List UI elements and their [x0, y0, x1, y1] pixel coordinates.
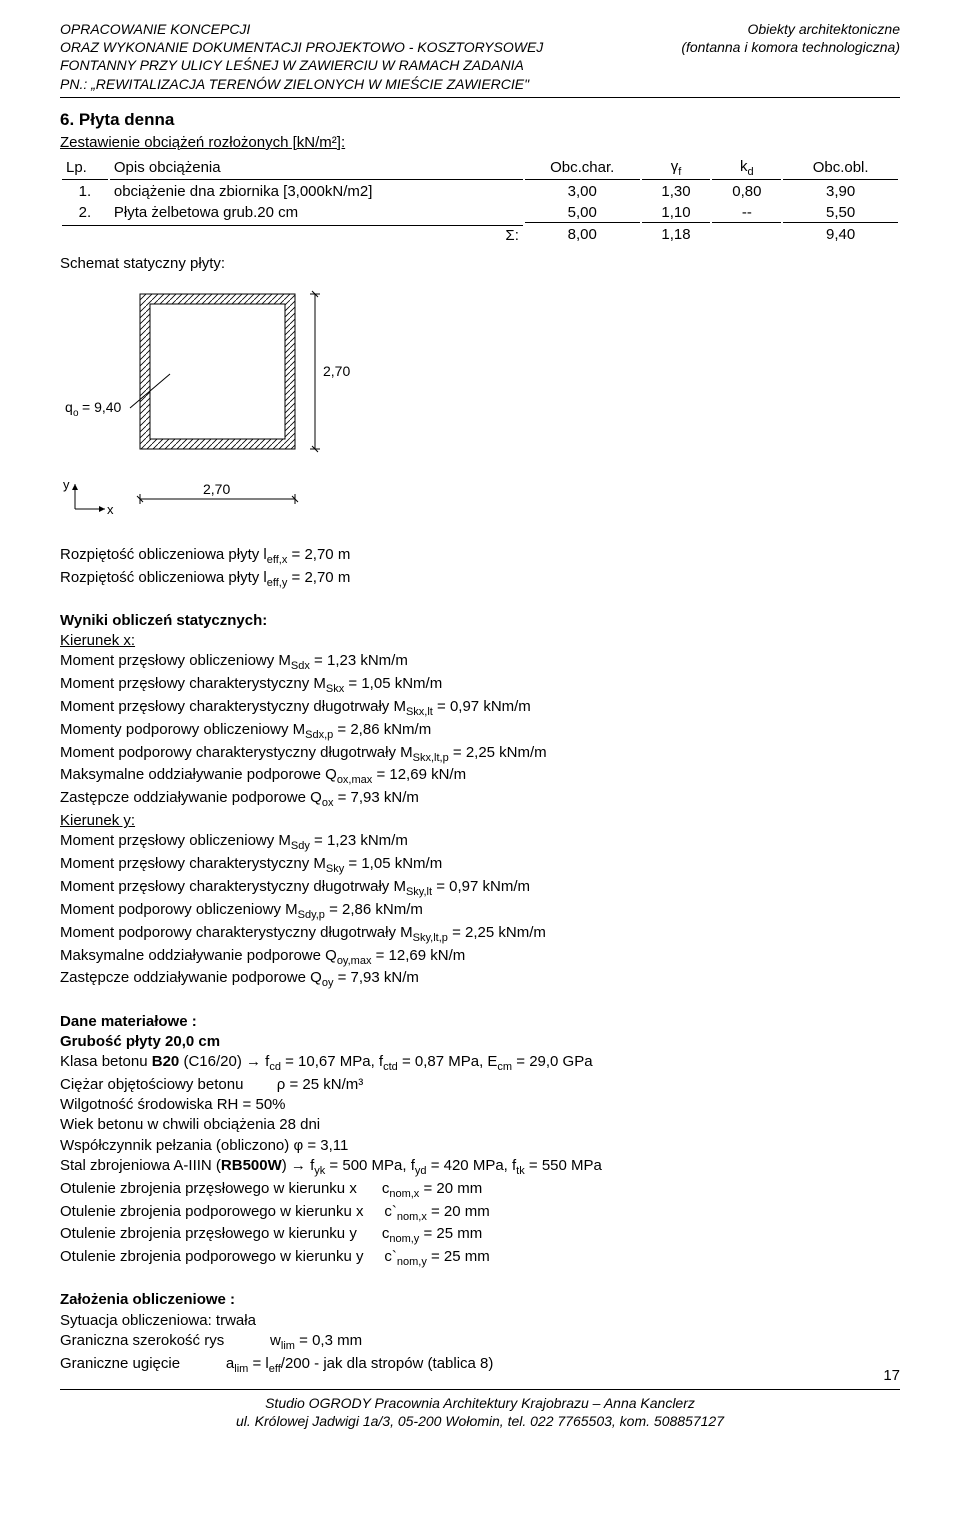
- dim-h: 2,70: [203, 481, 230, 497]
- th-gamma: γf: [642, 157, 711, 180]
- cell: Płyta żelbetowa grub.20 cm: [110, 203, 523, 223]
- dane-line: Otulenie zbrojenia podporowego w kierunk…: [60, 1202, 900, 1225]
- dane-line: Współczynnik pełzania (obliczono) φ = 3,…: [60, 1136, 900, 1156]
- th-obcobl: Obc.obl.: [783, 157, 898, 180]
- result-line: Moment przęsłowy charakterystyczny MSky …: [60, 854, 900, 877]
- result-line: Moment podporowy charakterystyczny długo…: [60, 743, 900, 766]
- cell: 1,18: [642, 225, 711, 245]
- wyniki-title: Wyniki obliczeń statycznych:: [60, 611, 900, 631]
- result-line: Moment przęsłowy charakterystyczny długo…: [60, 877, 900, 900]
- result-line: Maksymalne oddziaływanie podporowe Qox,m…: [60, 765, 900, 788]
- header-left-line: OPRACOWANIE KONCEPCJI: [60, 20, 543, 38]
- results-block: Rozpiętość obliczeniowa płyty leff,x = 2…: [60, 545, 900, 1377]
- result-line: Moment podporowy obliczeniowy MSdy,p = 2…: [60, 900, 900, 923]
- header-right-line: (fontanna i komora technologiczna): [681, 38, 900, 56]
- cell: 1.: [62, 182, 108, 201]
- zalozenia-line: Graniczna szerokość rys wlim = 0,3 mm: [60, 1331, 900, 1354]
- header-left-line: FONTANNY PRZY ULICY LEŚNEJ W ZAWIERCIU W…: [60, 56, 543, 74]
- result-line: Zastępcze oddziaływanie podporowe Qox = …: [60, 788, 900, 811]
- th-opis: Opis obciążenia: [110, 157, 523, 180]
- section-subtitle: Zestawienie obciążeń rozłożonych [kN/m²]…: [60, 134, 900, 151]
- cell: --: [712, 203, 781, 223]
- rozp-line: Rozpiętość obliczeniowa płyty leff,x = 2…: [60, 545, 900, 568]
- kierunek-x: Kierunek x:: [60, 631, 900, 651]
- result-line: Zastępcze oddziaływanie podporowe Qoy = …: [60, 968, 900, 991]
- zalozenia-line: Graniczne ugięcie alim = leff/200 - jak …: [60, 1354, 900, 1377]
- footer-line: Studio OGRODY Pracownia Architektury Kra…: [60, 1394, 900, 1412]
- scheme-svg: 2,70 2,70 q o = 9,40 x y: [60, 284, 380, 539]
- th-kd: kd: [712, 157, 781, 180]
- svg-text:x: x: [107, 502, 114, 517]
- header-divider: [60, 97, 900, 98]
- qo-label: q: [65, 399, 73, 415]
- svg-text:= 9,40: = 9,40: [82, 399, 122, 415]
- load-table: Lp. Opis obciążenia Obc.char. γf kd Obc.…: [60, 155, 900, 247]
- table-sigma-row: Σ: 8,00 1,18 9,40: [62, 225, 898, 245]
- footer: 17 Studio OGRODY Pracownia Architektury …: [60, 1389, 900, 1430]
- cell: 3,90: [783, 182, 898, 201]
- dane-line: Stal zbrojeniowa A-IIIN (RB500W) → fyk =…: [60, 1156, 900, 1179]
- result-line: Moment przęsłowy obliczeniowy MSdy = 1,2…: [60, 831, 900, 854]
- result-line: Moment przęsłowy charakterystyczny długo…: [60, 697, 900, 720]
- cell: 9,40: [783, 225, 898, 245]
- sigma-label: Σ:: [62, 225, 523, 245]
- kierunek-y: Kierunek y:: [60, 811, 900, 831]
- grub-line: Grubość płyty 20,0 cm: [60, 1032, 900, 1052]
- result-line: Moment podporowy charakterystyczny długo…: [60, 923, 900, 946]
- zalozenia-title: Założenia obliczeniowe :: [60, 1290, 900, 1310]
- footer-line: ul. Królowej Jadwigi 1a/3, 05-200 Wołomi…: [60, 1412, 900, 1430]
- static-scheme-diagram: 2,70 2,70 q o = 9,40 x y: [60, 284, 900, 543]
- page-number: 17: [883, 1366, 900, 1386]
- dane-line: Wiek betonu w chwili obciążenia 28 dni: [60, 1115, 900, 1135]
- cell: 1,10: [642, 203, 711, 223]
- header-right-line: Obiekty architektoniczne: [681, 20, 900, 38]
- result-line: Momenty podporowy obliczeniowy MSdx,p = …: [60, 720, 900, 743]
- dane-line: Wilgotność środowiska RH = 50%: [60, 1095, 900, 1115]
- section-title: 6. Płyta denna: [60, 110, 900, 130]
- table-row: 2. Płyta żelbetowa grub.20 cm 5,00 1,10 …: [62, 203, 898, 223]
- cell: 3,00: [525, 182, 640, 201]
- document-header: OPRACOWANIE KONCEPCJI ORAZ WYKONANIE DOK…: [60, 20, 900, 93]
- cell: 5,50: [783, 203, 898, 223]
- cell: 0,80: [712, 182, 781, 201]
- zalozenia-line: Sytuacja obliczeniowa: trwała: [60, 1311, 900, 1331]
- result-line: Moment przęsłowy obliczeniowy MSdx = 1,2…: [60, 651, 900, 674]
- svg-text:y: y: [63, 477, 70, 492]
- cell: 2.: [62, 203, 108, 223]
- dim-v: 2,70: [323, 363, 350, 379]
- dane-line: Otulenie zbrojenia podporowego w kierunk…: [60, 1247, 900, 1270]
- dane-title: Dane materiałowe :: [60, 1012, 900, 1032]
- table-header-row: Lp. Opis obciążenia Obc.char. γf kd Obc.…: [62, 157, 898, 180]
- cell: 5,00: [525, 203, 640, 223]
- header-left: OPRACOWANIE KONCEPCJI ORAZ WYKONANIE DOK…: [60, 20, 543, 93]
- header-right: Obiekty architektoniczne (fontanna i kom…: [681, 20, 900, 93]
- svg-text:o: o: [73, 408, 79, 419]
- cell: 8,00: [525, 225, 640, 245]
- dane-line: Ciężar objętościowy betonu ρ = 25 kN/m³: [60, 1075, 900, 1095]
- rozp-line: Rozpiętość obliczeniowa płyty leff,y = 2…: [60, 568, 900, 591]
- dane-line: Otulenie zbrojenia przęsłowego w kierunk…: [60, 1224, 900, 1247]
- result-line: Maksymalne oddziaływanie podporowe Qoy,m…: [60, 946, 900, 969]
- th-obcchar: Obc.char.: [525, 157, 640, 180]
- dane-line: Klasa betonu B20 (C16/20) → fcd = 10,67 …: [60, 1052, 900, 1075]
- cell: 1,30: [642, 182, 711, 201]
- table-row: 1. obciążenie dna zbiornika [3,000kN/m2]…: [62, 182, 898, 201]
- cell: obciążenie dna zbiornika [3,000kN/m2]: [110, 182, 523, 201]
- header-left-line: ORAZ WYKONANIE DOKUMENTACJI PROJEKTOWO -…: [60, 38, 543, 56]
- th-lp: Lp.: [62, 157, 108, 180]
- dane-line: Otulenie zbrojenia przęsłowego w kierunk…: [60, 1179, 900, 1202]
- schemat-label: Schemat statyczny płyty:: [60, 255, 900, 272]
- result-line: Moment przęsłowy charakterystyczny MSkx …: [60, 674, 900, 697]
- header-left-line: PN.: „REWITALIZACJA TERENÓW ZIELONYCH W …: [60, 75, 543, 93]
